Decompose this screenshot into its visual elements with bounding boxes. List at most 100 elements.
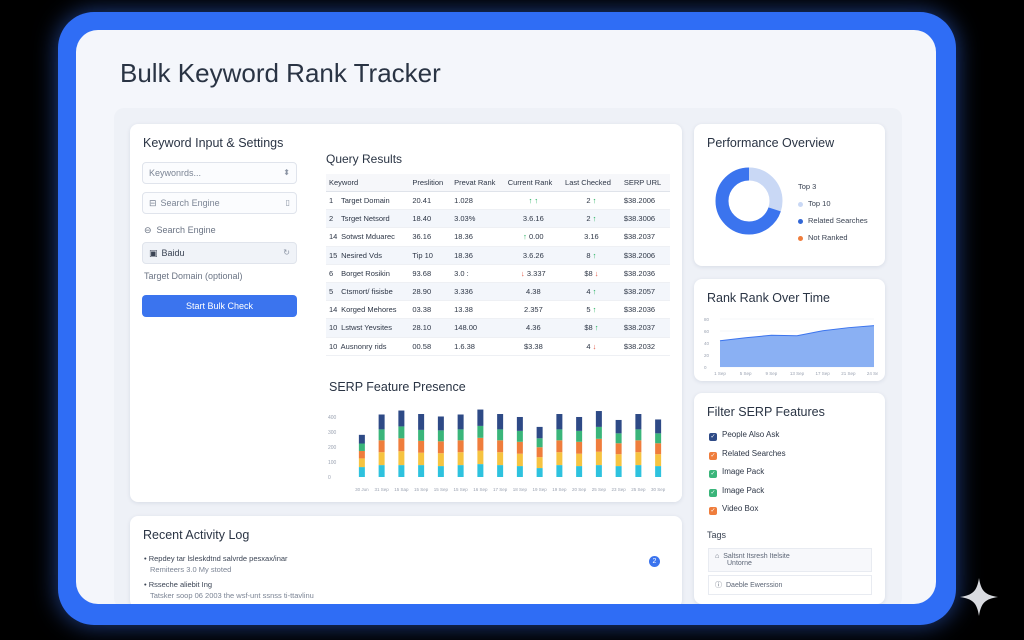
filter-checkbox[interactable]: ✓ Image Pack bbox=[709, 467, 765, 478]
filter-checkbox[interactable]: ✓ Image Pack bbox=[709, 485, 765, 497]
performance-title: Performance Overview bbox=[707, 136, 835, 150]
bar-segment bbox=[378, 414, 385, 430]
bar-segment bbox=[378, 452, 385, 466]
table-row[interactable]: 14 Sotwst Mduarec 36.16 18.36 ↑ 0.00 3.16 $3… bbox=[326, 227, 670, 247]
table-row[interactable]: 5 Ctsmort/ fisisbe 28.90 3.336 4.38 4 ↑ $38.… bbox=[326, 282, 670, 302]
column-header[interactable]: Current Rank bbox=[504, 174, 563, 192]
serp-url-cell[interactable]: $38.2032 bbox=[620, 337, 670, 356]
bar-segment bbox=[477, 409, 484, 426]
current-rank-cell: 3.6.16 bbox=[504, 209, 563, 229]
bar-segment bbox=[655, 443, 662, 455]
previous-rank-cell: 3.0 : bbox=[451, 264, 505, 283]
tag-item[interactable]: ⌂ Saltsnt Itsresh Itelsite Untorne bbox=[708, 548, 872, 572]
table-row[interactable]: 1 Target Domain 20.41 1.028 ↑ ↑ 2 ↑ $38.2006 bbox=[326, 191, 670, 211]
log-item[interactable]: • Rsseche aliebit Ing Tatsker soop 06 20… bbox=[144, 580, 314, 600]
engine-icon: ▣ bbox=[149, 248, 158, 258]
rank-area-chart: 80 60 40 20 0 1 Sep 5 Sep 9 Sep 13 Sep 17 Sep 21 S… bbox=[704, 317, 878, 376]
serp-url-cell[interactable]: $38.2036 bbox=[620, 300, 670, 320]
column-header[interactable]: Last Checked bbox=[562, 174, 621, 192]
serp-url-cell[interactable]: $38.3006 bbox=[620, 209, 670, 229]
bar-segment bbox=[437, 416, 444, 431]
bar-segment bbox=[398, 438, 405, 452]
filter-checkbox[interactable]: ✓ People Also Ask bbox=[709, 430, 780, 441]
bar-segment bbox=[437, 466, 444, 477]
performance-overview-panel: Performance Overview Top 3 Top 10 Relate… bbox=[694, 124, 885, 266]
bar-segment bbox=[457, 414, 464, 430]
legend-item-top3: Top 3 bbox=[798, 182, 817, 191]
last-checked-cell: 4 ↑ bbox=[562, 282, 621, 302]
tag-item[interactable]: ⓘ Daeble Ewerssion bbox=[708, 575, 872, 595]
serp-url-cell[interactable]: $38.2037 bbox=[620, 318, 670, 338]
rank-area bbox=[720, 325, 874, 367]
bar-segment bbox=[516, 466, 523, 477]
bar-segment bbox=[516, 430, 523, 442]
keywords-input[interactable]: Keywonrds... ⬍ bbox=[142, 162, 297, 184]
table-row[interactable]: 14 Korged Mehores 03.38 13.38 2.357 5 ↑ $38.… bbox=[326, 300, 670, 320]
checkbox-check-icon: ✓ bbox=[709, 488, 717, 497]
info-icon: ⓘ bbox=[715, 582, 722, 589]
results-title: Query Results bbox=[326, 152, 403, 166]
start-bulk-check-button[interactable]: Start Bulk Check bbox=[142, 295, 297, 317]
current-rank-cell: 3.6.26 bbox=[504, 246, 563, 265]
table-row[interactable]: 15 Nesired Vds Tip 10 18.36 3.6.26 8 ↑ $38.2… bbox=[326, 246, 670, 265]
position-cell: 18.40 bbox=[409, 209, 452, 229]
current-rank-cell: ↓ 3.337 bbox=[504, 264, 563, 283]
serp-feature-panel: SERP Feature Presence 400 300 200 100 0 30 Ju… bbox=[316, 369, 682, 502]
current-rank-cell: 2.357 bbox=[504, 300, 563, 320]
bar-segment bbox=[595, 438, 602, 452]
table-row[interactable]: 10 Lstwst Yevsites 28.10 148.00 4.36 $8 ↑ $3… bbox=[326, 318, 670, 338]
bar-segment bbox=[477, 450, 484, 465]
x-tick-label: 19 Sep bbox=[552, 487, 567, 492]
bar-segment bbox=[655, 466, 662, 477]
filter-checkbox[interactable]: ✓ Video Box bbox=[709, 504, 759, 515]
engine-icon: ⊟ bbox=[149, 198, 157, 208]
bar-segment bbox=[497, 452, 504, 466]
previous-rank-cell: 3.336 bbox=[451, 282, 505, 302]
log-item[interactable]: • Repdey tar lsleskdtnd salvrde pesxax/i… bbox=[144, 554, 670, 574]
serp-url-cell[interactable]: $38.2006 bbox=[620, 246, 670, 265]
keyword-cell: 14 Korged Mehores bbox=[326, 300, 410, 320]
target-domain-input[interactable]: Target Domain (optional) bbox=[144, 271, 243, 281]
bar-segment bbox=[358, 443, 365, 451]
keyword-cell: 1 Target Domain bbox=[326, 191, 410, 211]
y-tick-label: 80 bbox=[704, 317, 710, 322]
column-header[interactable]: Prevat Rank bbox=[451, 174, 505, 192]
x-tick-label: 9 Sep bbox=[765, 371, 777, 376]
bar-segment bbox=[615, 443, 622, 455]
previous-rank-cell: 1.028 bbox=[451, 191, 505, 211]
x-tick-label: 15 Sap bbox=[394, 487, 409, 492]
serp-url-cell[interactable]: $38.2006 bbox=[620, 191, 670, 211]
bar-segment bbox=[398, 410, 405, 427]
bar-segment bbox=[595, 451, 602, 466]
serp-url-cell[interactable]: $38.2057 bbox=[620, 282, 670, 302]
checkbox-check-icon: ✓ bbox=[709, 507, 717, 515]
position-cell: 93.68 bbox=[409, 264, 452, 283]
filter-checkbox[interactable]: ✓ Related Searches bbox=[709, 448, 786, 460]
bar-segment bbox=[378, 440, 385, 453]
bar-segment bbox=[497, 429, 504, 441]
serp-url-cell[interactable]: $38.2037 bbox=[620, 227, 670, 247]
table-row[interactable]: 6 Borget Rosikin 93.68 3.0 : ↓ 3.337 $8 ↓ $38… bbox=[326, 264, 670, 283]
column-header[interactable]: Keyword bbox=[326, 174, 410, 192]
bar-segment bbox=[516, 416, 523, 431]
table-row[interactable]: 10 Ausnonry rids 00.58 1.6.38 $3.38 4 ↓ $38.… bbox=[326, 337, 670, 356]
serp-url-cell[interactable]: $38.2036 bbox=[620, 264, 670, 283]
search-engine-field[interactable]: ⊟ Search Engine ▯ bbox=[142, 192, 297, 214]
bar-segment bbox=[497, 440, 504, 453]
x-tick-label: 18 Sep bbox=[513, 487, 528, 492]
column-header[interactable]: SERP URL bbox=[620, 174, 670, 192]
lock-icon: ▯ bbox=[285, 198, 290, 207]
bar-segment bbox=[556, 429, 563, 441]
column-header[interactable]: Preslition bbox=[409, 174, 452, 192]
y-tick-label: 400 bbox=[328, 415, 337, 421]
bar-segment bbox=[635, 429, 642, 441]
legend-item-related: Related Searches bbox=[798, 216, 868, 225]
engine-select[interactable]: ▣ Baidu ↻ bbox=[142, 242, 297, 264]
filter-title: Filter SERP Features bbox=[707, 405, 825, 419]
table-row[interactable]: 2 Tsrget Netsord 18.40 3.03% 3.6.16 2 ↑ $38.… bbox=[326, 209, 670, 229]
bar-segment bbox=[615, 454, 622, 467]
x-tick-label: 30 Jun bbox=[355, 487, 369, 492]
engine-selected-value: Baidu bbox=[161, 248, 185, 258]
position-cell: 28.10 bbox=[409, 318, 452, 338]
checkbox-check-icon: ✓ bbox=[709, 451, 717, 460]
